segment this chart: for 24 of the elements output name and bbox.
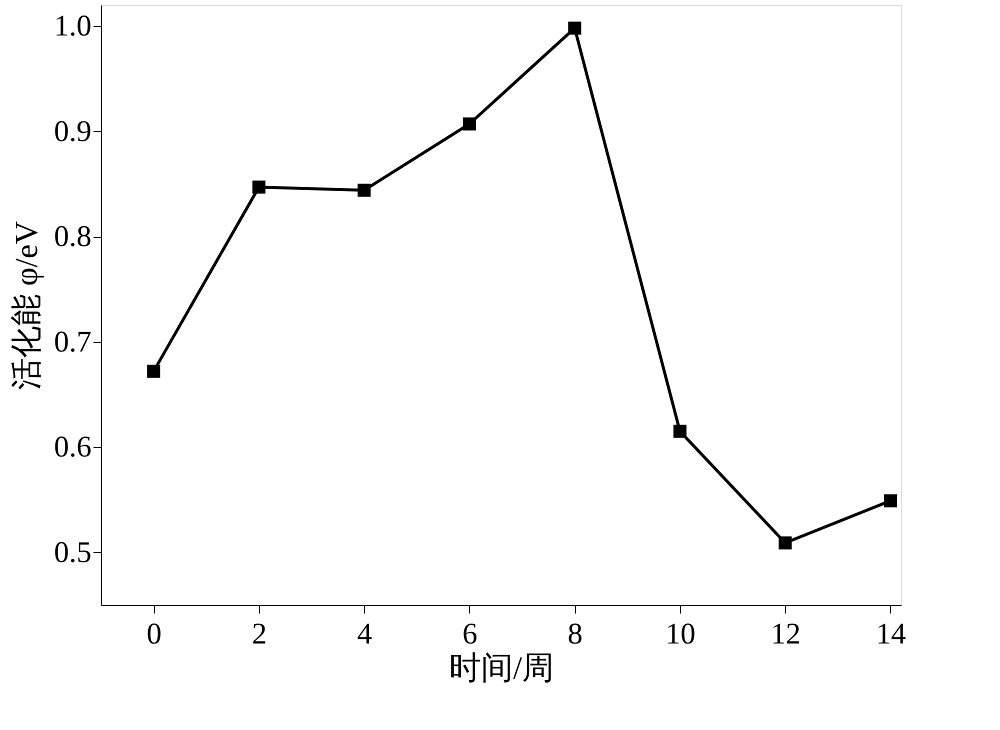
- point: [884, 494, 897, 508]
- point: [778, 536, 792, 550]
- x-tick-label: 0: [146, 618, 162, 650]
- x-tick-label: 14: [876, 618, 906, 650]
- x-tick-label: 8: [568, 618, 583, 650]
- x-tick-label: 12: [770, 618, 801, 650]
- x-tick-label: 6: [462, 618, 478, 650]
- x-tick-label: 4: [357, 618, 372, 650]
- y-axis-title: 活化能 φ/eV: [8, 221, 44, 390]
- y-tick-label: 0.8: [54, 220, 92, 254]
- point: [462, 117, 476, 130]
- point: [568, 22, 582, 35]
- y-tick-label: 0.6: [54, 430, 92, 464]
- point: [358, 184, 371, 197]
- y-tick-label: 0.7: [54, 325, 92, 358]
- x-axis-title: 时间/周: [449, 650, 554, 686]
- x-tick-label: 2: [252, 618, 267, 650]
- x-tick-label: 10: [665, 618, 696, 650]
- y-tick-label: 0.5: [54, 536, 92, 569]
- point: [673, 424, 686, 438]
- y-tick-label: 1.0: [54, 10, 92, 43]
- point: [147, 364, 160, 378]
- point: [252, 180, 266, 194]
- y-tick-label: 0.9: [54, 114, 92, 148]
